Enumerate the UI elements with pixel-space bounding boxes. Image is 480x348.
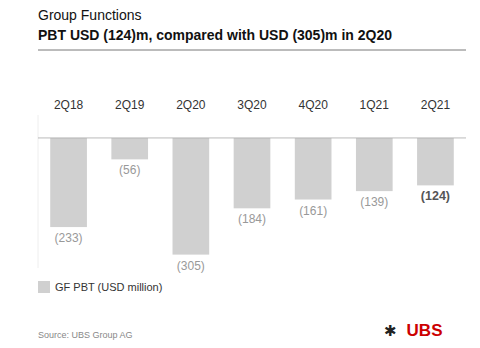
subtitle: PBT USD (124)m, compared with USD (305)m… [38,27,392,43]
data-label: (184) [238,212,266,226]
title: Group Functions [38,7,142,23]
logo-text: UBS [407,321,443,340]
legend-label: GF PBT (USD million) [55,281,162,293]
data-label: (305) [177,259,205,273]
bar [50,138,87,227]
title-rule [38,50,466,51]
x-tick-label: 1Q21 [360,98,390,112]
x-tick-label: 2Q20 [176,98,206,112]
bars [50,138,454,255]
legend-swatch [38,281,50,293]
x-tick-label: 3Q20 [237,98,267,112]
data-label: (161) [299,204,327,218]
zero-line [38,137,466,138]
x-tick-label: 2Q21 [421,98,451,112]
bar [356,138,393,191]
bar [234,138,271,208]
x-tick-label: 4Q20 [298,98,328,112]
data-label: (139) [360,195,388,209]
chart-container: Group Functions PBT USD (124)m, compared … [0,0,480,348]
x-tick-label: 2Q19 [115,98,145,112]
x-tick-label: 2Q18 [54,98,84,112]
bar [417,138,454,185]
data-label: (233) [55,231,83,245]
chart: Group Functions PBT USD (124)m, compared … [0,0,480,348]
bar [173,138,210,255]
bar [295,138,332,200]
logo-text: ✱ [384,322,397,339]
data-label: (124) [421,189,450,203]
bar [111,138,148,159]
data-label: (56) [119,163,140,177]
source-note: Source: UBS Group AG [38,330,133,340]
